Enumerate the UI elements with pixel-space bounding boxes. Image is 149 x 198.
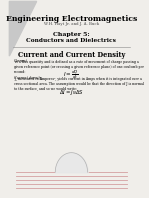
Text: Conductors and Dielectrics: Conductors and Dielectrics <box>27 37 116 43</box>
Text: Current and Current Density: Current and Current Density <box>18 51 125 59</box>
Text: $\Delta I = J_N \Delta S$: $\Delta I = J_N \Delta S$ <box>59 88 84 97</box>
Polygon shape <box>9 1 37 56</box>
Text: Chapter 5:: Chapter 5: <box>53 32 90 37</box>
Text: W.H. Hayt Jr. and J. A. Buck: W.H. Hayt Jr. and J. A. Buck <box>44 22 99 26</box>
Text: Current density,: Current density, <box>14 76 43 80</box>
Text: J, measured in Amperes², yields current in Amps when it is integrated over a cro: J, measured in Amperes², yields current … <box>14 77 144 90</box>
Text: is a flux quantity and is defined as a rate of movement of charge passing a give: is a flux quantity and is defined as a r… <box>14 60 144 73</box>
Text: Engineering Electromagnetics: Engineering Electromagnetics <box>6 15 137 23</box>
Text: Current: Current <box>14 59 28 63</box>
Text: $I = \frac{dQ}{dt}$: $I = \frac{dQ}{dt}$ <box>63 69 79 81</box>
